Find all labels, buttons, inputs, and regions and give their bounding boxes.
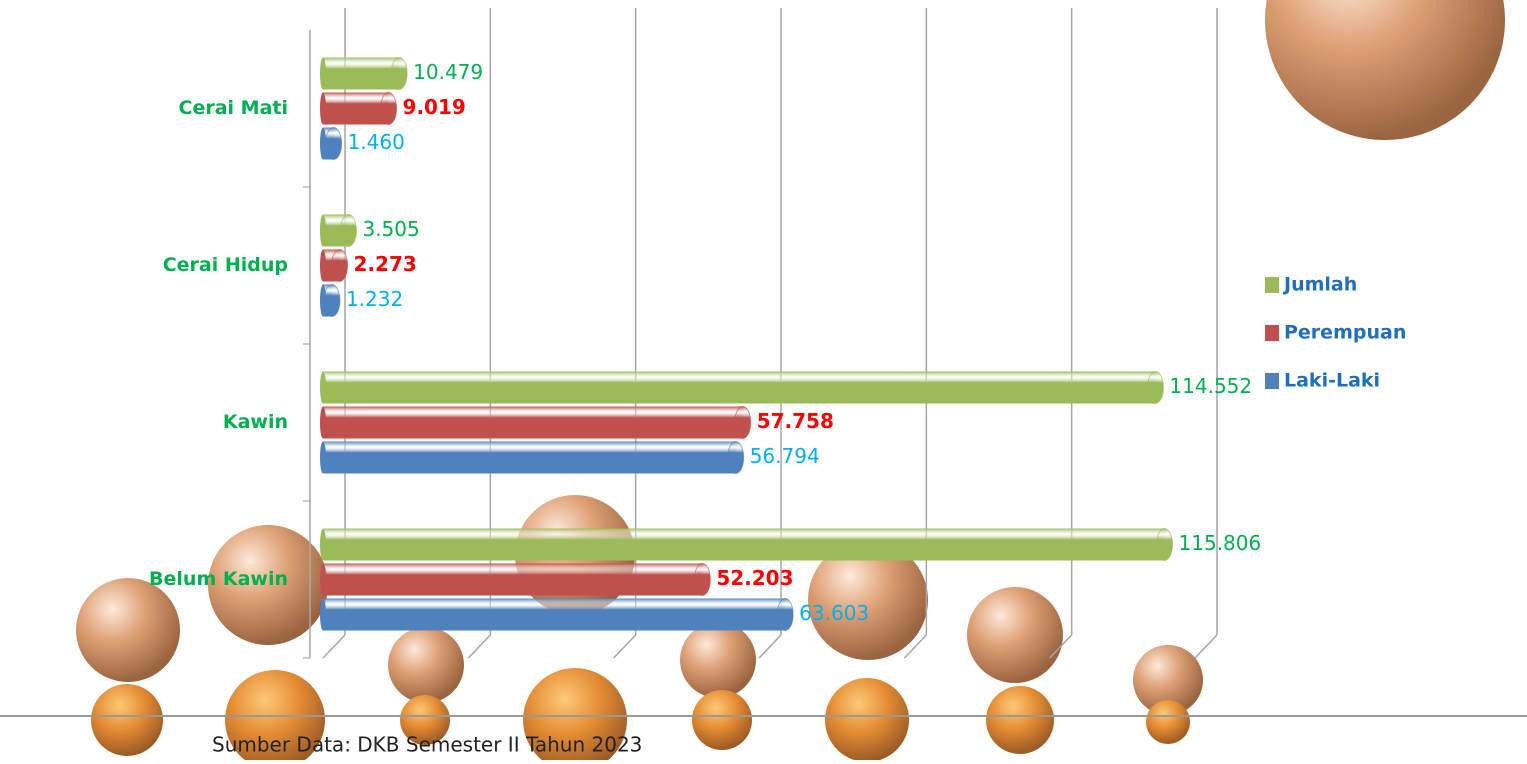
value-label: 56.794 [750,444,820,468]
legend-swatch [1265,325,1279,341]
bar-base [320,250,326,282]
bar [323,529,1165,561]
bar-cap [340,215,356,247]
value-label: 1.232 [346,287,403,311]
value-label: 114.552 [1169,374,1252,398]
bar-cap [777,599,793,631]
bar-base [320,128,326,160]
value-label: 3.505 [362,217,419,241]
value-label: 2.273 [354,252,417,276]
source: Sumber Data: DKB Semester II Tahun 2023 [212,733,642,757]
bar-cap [326,128,342,160]
grid-floor [759,635,781,658]
bar-base [320,442,326,474]
bar [323,372,1155,404]
legend-label: Laki-Laki [1284,370,1380,392]
y-tick-label: Belum Kawin [149,568,288,590]
chart: Sumber Data: DKB Semester II Tahun 2023 … [0,0,1527,760]
y-tick-label: Kawin [223,411,288,433]
bar-cap [735,407,751,439]
bar-base [320,599,326,631]
y-tick-label: Cerai Mati [179,97,288,119]
legend-swatch [1265,277,1279,293]
bar-cap [728,442,744,474]
bar-base [320,372,326,404]
value-label: 115.806 [1179,531,1262,555]
bar-cap [324,285,340,317]
bar-base [320,285,326,317]
legend-label: Jumlah [1282,274,1357,296]
bar [323,407,743,439]
grid-floor [1195,635,1217,658]
bar [323,58,399,90]
value-label: 10.479 [413,60,483,84]
value-label: 63.603 [799,601,869,625]
bar-base [320,529,326,561]
legend-swatch [1265,373,1279,389]
value-label: 9.019 [403,95,466,119]
bar [323,599,785,631]
bar-cap [332,250,348,282]
grid-floor [468,635,490,658]
legend-label: Perempuan [1284,322,1406,344]
bar-cap [1147,372,1163,404]
bar-base [320,58,326,90]
bar-base [320,564,326,596]
y-tick-label: Cerai Hidup [163,254,288,276]
bar-base [320,407,326,439]
grid-floor [323,635,345,658]
bar-cap [1157,529,1173,561]
page: {"chart_data": {"type": "bar", "orientat… [0,0,1527,760]
bar [323,564,702,596]
bar [323,442,736,474]
bar-cap [694,564,710,596]
bar-base [320,93,326,125]
value-label: 57.758 [757,409,834,433]
bar [323,93,389,125]
bar-base [320,215,326,247]
bar-cap [391,58,407,90]
value-label: 1.460 [348,130,405,154]
bar-cap [381,93,397,125]
grid-floor [614,635,636,658]
value-label: 52.203 [716,566,793,590]
